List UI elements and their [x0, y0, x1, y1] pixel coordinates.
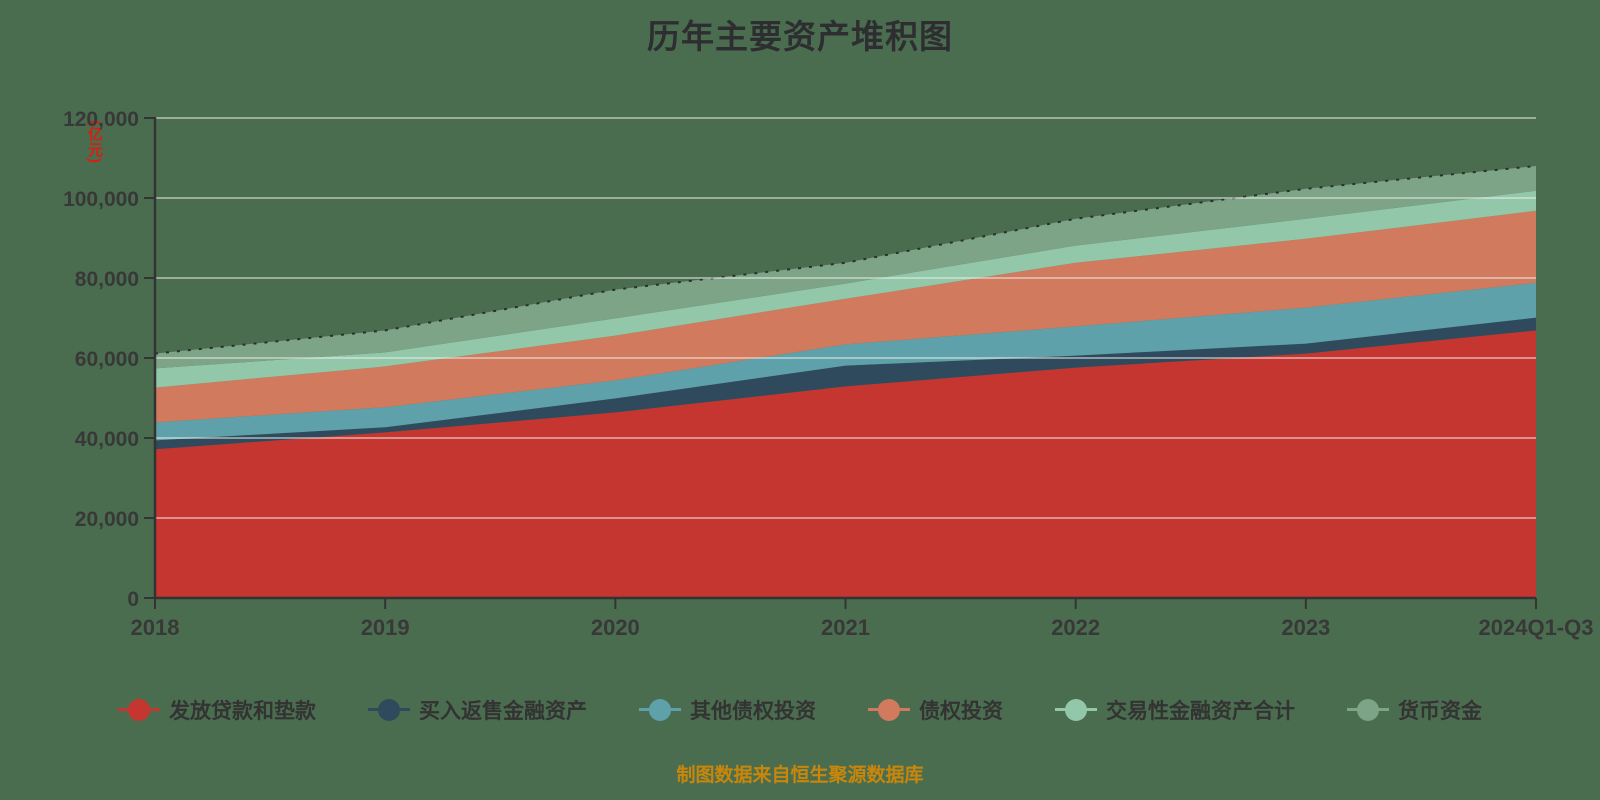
y-tick-label-40000: 40,000: [75, 428, 139, 451]
legend-item-1[interactable]: 买入返售金融资产: [368, 695, 587, 725]
x-tick-label-2023: 2023: [1281, 615, 1330, 640]
legend-line-dot-icon: [368, 699, 410, 721]
legend-marker-dot: [649, 699, 671, 721]
y-tick-label-80000: 80,000: [75, 268, 139, 291]
y-axis-unit-label: (亿元): [86, 120, 103, 164]
x-tick-label-2020: 2020: [591, 615, 640, 640]
stack-total-dashed-line: [154, 165, 1537, 355]
x-tick-label-2022: 2022: [1051, 615, 1100, 640]
legend-label-3: 债权投资: [919, 700, 1003, 723]
legend-line-dot-icon: [639, 699, 681, 721]
legend-item-3[interactable]: 债权投资: [868, 695, 1003, 725]
area-series-0[interactable]: [155, 330, 1536, 598]
legend-marker-dot: [378, 699, 400, 721]
legend-item-4[interactable]: 交易性金融资产合计: [1055, 695, 1295, 725]
legend-label-0: 发放贷款和垫款: [169, 700, 316, 723]
y-tick-label-0: 0: [127, 588, 139, 611]
legend-label-4: 交易性金融资产合计: [1106, 700, 1295, 723]
legend-marker-dot: [1065, 699, 1087, 721]
legend-label-1: 买入返售金融资产: [419, 700, 587, 723]
legend-item-2[interactable]: 其他债权投资: [639, 695, 816, 725]
legend-line-dot-icon: [118, 699, 160, 721]
x-tick-label-2024Q1-Q3: 2024Q1-Q3: [1479, 615, 1594, 640]
legend-label-5: 货币资金: [1398, 700, 1482, 723]
area-series-5[interactable]: [155, 166, 1536, 369]
legend-marker-dot: [878, 699, 900, 721]
legend-label-2: 其他债权投资: [690, 700, 816, 723]
data-source-note: 制图数据来自恒生聚源数据库: [676, 765, 924, 786]
y-tick-label-60000: 60,000: [75, 348, 139, 371]
legend-item-0[interactable]: 发放贷款和垫款: [118, 695, 316, 725]
legend-line-dot-icon: [868, 699, 910, 721]
y-tick-label-120000: 120,000: [63, 108, 139, 131]
y-tick-label-20000: 20,000: [75, 508, 139, 531]
legend-item-5[interactable]: 货币资金: [1347, 695, 1482, 725]
legend-marker-dot: [1357, 699, 1379, 721]
area-series-1[interactable]: [155, 317, 1536, 450]
chart-legend: 发放贷款和垫款 买入返售金融资产 其他债权投资 债权投资 交易性金融资产合计 货币资金: [0, 695, 1600, 725]
chart-title: 历年主要资产堆积图: [647, 18, 953, 55]
area-series-3[interactable]: [155, 210, 1536, 423]
x-tick-label-2018: 2018: [131, 615, 180, 640]
y-tick-label-100000: 100,000: [63, 188, 139, 211]
area-series-2[interactable]: [155, 282, 1536, 441]
legend-line-dot-icon: [1347, 699, 1389, 721]
stacked-area-chart: 0 20,000 40,000 60,000 80,000 100,000 120,000 2…: [63, 108, 1594, 640]
legend-marker-dot: [128, 699, 150, 721]
legend-line-dot-icon: [1055, 699, 1097, 721]
x-tick-label-2019: 2019: [361, 615, 410, 640]
x-tick-label-2021: 2021: [821, 615, 870, 640]
area-series-4[interactable]: [155, 190, 1536, 388]
